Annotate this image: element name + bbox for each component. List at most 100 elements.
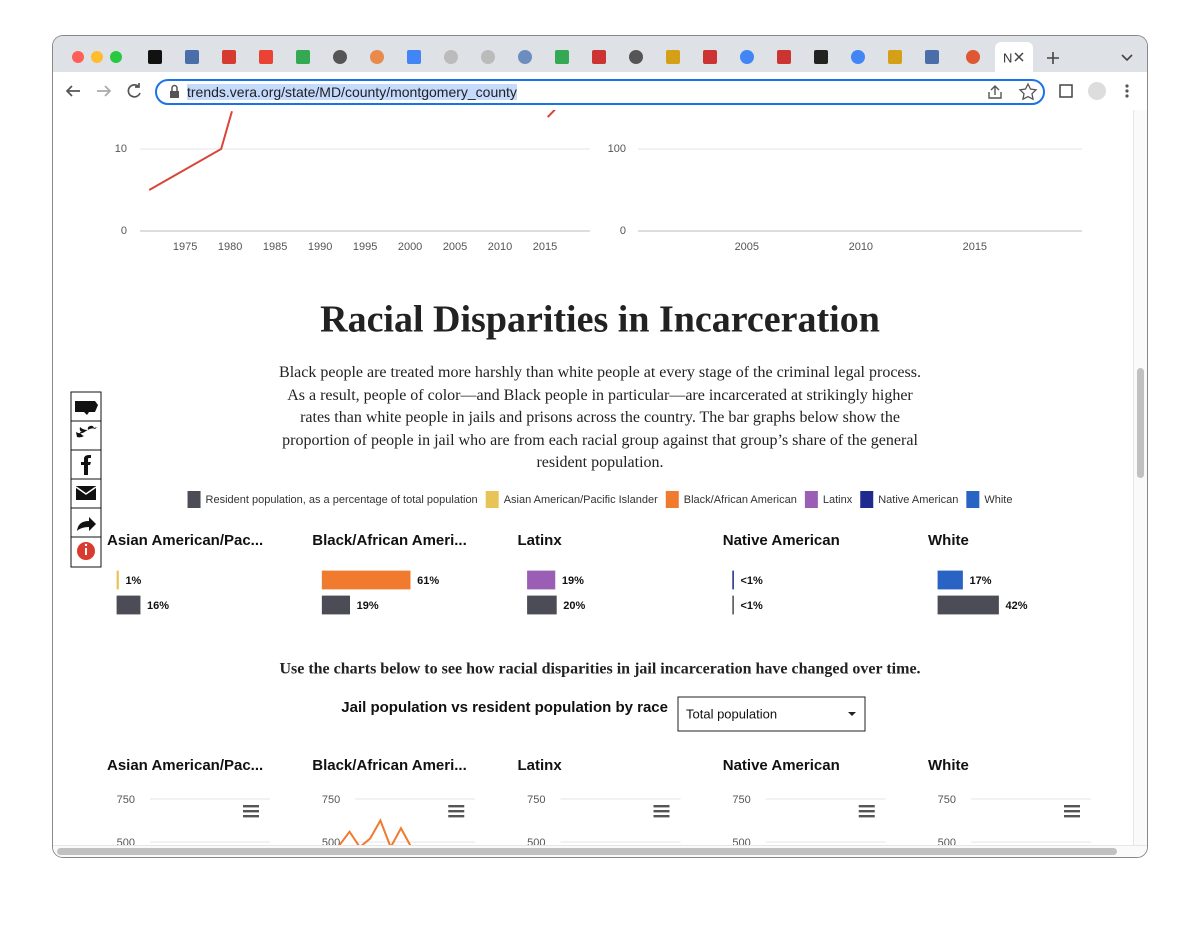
legend-label: Black/African American (684, 494, 797, 506)
group-title: Asian American/Pac... (107, 532, 263, 549)
lock-icon (170, 84, 179, 98)
population-select[interactable] (677, 696, 866, 732)
y-tick-label: 500 (117, 837, 135, 845)
y-tick-label: 500 (938, 837, 956, 845)
minimize-window[interactable] (91, 51, 103, 63)
legend-swatch (966, 491, 980, 508)
chart-menu (858, 805, 875, 808)
chart-menu (243, 805, 259, 808)
y-tick-label: 750 (938, 794, 956, 806)
chart-menu (858, 810, 875, 813)
tab-title: N (1003, 50, 1012, 65)
x-tick-label: 2000 (398, 241, 422, 253)
x-tick-label: 2015 (963, 241, 987, 253)
bar (321, 595, 351, 615)
bar (732, 570, 734, 590)
x-tick-label: 2010 (849, 241, 873, 253)
close-tab[interactable] (1014, 52, 1024, 62)
chart-menu (448, 810, 465, 813)
y-tick-label: 0 (121, 225, 127, 237)
bar-value-label: 61% (417, 575, 439, 587)
url-text: trends.vera.org/state/MD/county/montgome… (187, 84, 517, 100)
chart-title: White (928, 757, 969, 774)
tab-search[interactable] (1121, 54, 1133, 62)
group-title: White (928, 532, 969, 549)
zoom-window[interactable] (110, 51, 122, 63)
bar-value-label: 19% (357, 600, 379, 612)
bar-value-label: 1% (125, 575, 141, 587)
legend-label: Resident population, as a percentage of … (206, 494, 478, 506)
line-series (338, 818, 412, 845)
bar-value-label: <1% (740, 575, 763, 587)
legend-label: Native American (878, 494, 958, 506)
tab-strip: N (72, 42, 1133, 72)
section-title: Racial Disparities in Incarceration (320, 299, 880, 341)
chart-title: Black/African Ameri... (312, 757, 467, 774)
forward-button[interactable] (97, 85, 112, 97)
y-tick-label: 750 (322, 794, 340, 806)
web-content: Racial Disparities in Incarceration Use … (53, 110, 1133, 845)
y-tick-label: 750 (527, 794, 545, 806)
x-tick-label: 1980 (218, 241, 242, 253)
x-tick-label: 1975 (173, 241, 197, 253)
horizontal-scrollbar[interactable] (53, 845, 1147, 857)
chart-menu (448, 815, 465, 818)
y-tick-label: 0 (620, 225, 626, 237)
close-window[interactable] (72, 51, 84, 63)
address-bar[interactable]: trends.vera.org/state/MD/county/montgome… (155, 79, 1045, 105)
x-tick-label: 1990 (308, 241, 332, 253)
y-tick-label: 750 (732, 794, 750, 806)
sidebar-button[interactable] (1059, 84, 1073, 98)
tab-icons[interactable] (148, 50, 980, 64)
bar (732, 595, 734, 615)
chart-menu (448, 805, 465, 808)
chart-menu (1064, 805, 1080, 808)
bar-value-label: 20% (563, 600, 585, 612)
line-series (547, 110, 556, 118)
select-caret (848, 712, 856, 716)
bar (937, 595, 999, 615)
line-series (148, 111, 233, 191)
new-tab[interactable] (1047, 52, 1059, 64)
reload-button[interactable] (127, 83, 141, 98)
legend-swatch (485, 491, 499, 508)
chart-menu (653, 810, 670, 813)
x-tick-label: 2010 (488, 241, 512, 253)
chart-title: Asian American/Pac... (107, 757, 263, 774)
y-tick-label: 10 (115, 143, 127, 155)
content-graphics: Racial Disparities in Incarceration Use … (70, 110, 1091, 845)
section-text: Black people are treated more harshly th… (279, 364, 921, 472)
y-tick-label: 500 (527, 837, 545, 845)
legend-label: Asian American/Pacific Islander (504, 494, 658, 506)
bar (937, 570, 963, 590)
bar-value-label: 16% (147, 600, 169, 612)
x-tick-label: 2005 (443, 241, 467, 253)
x-tick-label: 1985 (263, 241, 287, 253)
active-tab[interactable] (995, 42, 1033, 72)
share-button[interactable] (988, 85, 1002, 99)
chart-title: Latinx (518, 757, 563, 774)
chart-menu (1064, 815, 1080, 818)
bar (527, 595, 557, 615)
share-sidebar[interactable] (70, 391, 102, 568)
bar-value-label: 42% (1005, 600, 1027, 612)
menu-button[interactable] (1125, 84, 1129, 98)
back-button[interactable] (65, 85, 80, 97)
legend-label: Latinx (823, 494, 853, 506)
group-title: Native American (723, 532, 840, 549)
chart-menu (243, 810, 259, 813)
bar-value-label: <1% (740, 600, 763, 612)
vertical-scrollbar[interactable] (1133, 110, 1147, 845)
group-title: Latinx (518, 532, 563, 549)
legend-swatch (187, 491, 201, 508)
x-tick-label: 2005 (735, 241, 759, 253)
profile-button[interactable] (1088, 82, 1106, 100)
chart-menu (243, 815, 259, 818)
y-tick-label: 500 (732, 837, 750, 845)
group-title: Black/African Ameri... (312, 532, 467, 549)
bar-value-label: 19% (562, 575, 584, 587)
x-tick-label: 1995 (353, 241, 377, 253)
y-tick-label: 500 (322, 837, 340, 845)
chart-menu (1064, 810, 1080, 813)
